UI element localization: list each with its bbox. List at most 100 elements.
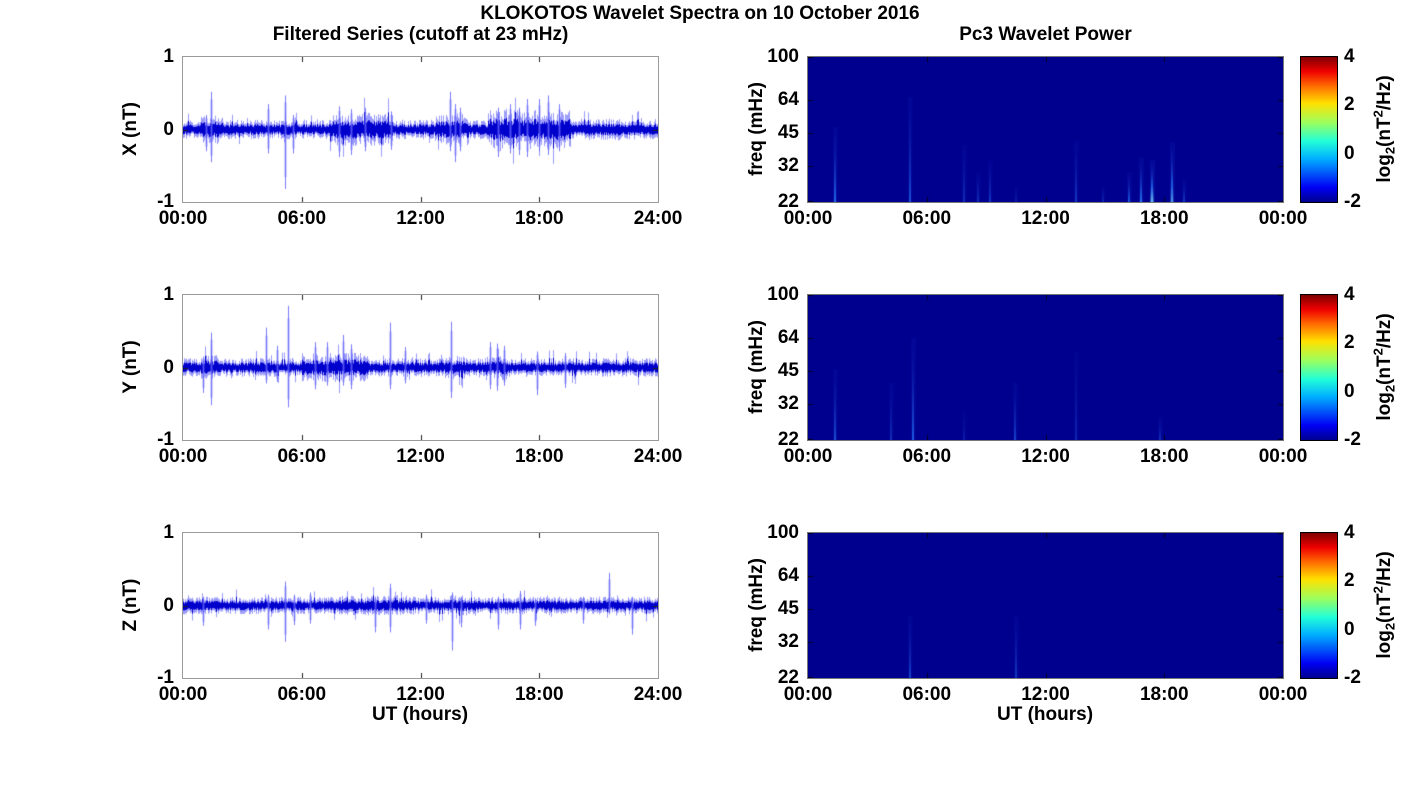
filtered-series-title: Filtered Series (cutoff at 23 mHz) xyxy=(272,24,569,45)
y-tick-label: 100 xyxy=(767,284,799,305)
y-tick-label: -1 xyxy=(157,667,174,688)
z-series-plot xyxy=(183,533,658,678)
x-tick-label: 00:00 xyxy=(1258,208,1308,229)
y-tick-label: 32 xyxy=(777,393,799,415)
y-tick-label: 45 xyxy=(777,598,799,620)
y-tick-label: 1 xyxy=(163,46,174,67)
x-tick-label: 00:00 xyxy=(783,446,833,467)
y-tick-label: 1 xyxy=(163,522,174,543)
y-tick-label: 0 xyxy=(163,356,174,378)
z-series-ylabel: Z (nT) xyxy=(120,578,141,632)
colorbar-tick-label: 2 xyxy=(1344,570,1355,592)
y-wavelet-plot xyxy=(808,295,1283,440)
x-tick-label: 06:00 xyxy=(277,684,327,705)
y-wavelet-freq-ylabel: freq (mHz) xyxy=(746,320,767,414)
colorbar-label-post: /Hz) xyxy=(1373,551,1395,587)
colorbar-label-pre: log xyxy=(1373,392,1395,421)
colorbar-label-pre: log xyxy=(1373,154,1395,183)
colorbar-label-sup: 2 xyxy=(1370,586,1386,594)
y-series-panel xyxy=(182,294,659,441)
x-tick-label: 06:00 xyxy=(902,208,952,229)
x-wavelet-plot xyxy=(808,57,1283,202)
x-tick-label: 12:00 xyxy=(396,684,445,705)
colorbar-label-pre: log xyxy=(1373,630,1395,659)
x-tick-label: 24:00 xyxy=(633,208,683,229)
x-tick-label: 12:00 xyxy=(396,446,445,467)
y-tick-label: 64 xyxy=(777,88,799,110)
x-tick-label: 06:00 xyxy=(277,208,327,229)
colorbar-label-sub: 2 xyxy=(1382,622,1398,631)
colorbar-label-post: /Hz) xyxy=(1373,313,1395,349)
colorbar-tick-label: 0 xyxy=(1344,618,1355,640)
x-wavelet-freq-ylabel: freq (mHz) xyxy=(746,82,767,176)
x-tick-label: 00:00 xyxy=(1258,684,1308,705)
colorbar-label-x: log2(nT2/Hz) xyxy=(1370,75,1397,182)
x-tick-label: 06:00 xyxy=(277,446,327,467)
colorbar-tick-label: 4 xyxy=(1344,284,1355,305)
ut-hours-label-left: UT (hours) xyxy=(371,704,469,725)
colorbar-tick-label: -2 xyxy=(1344,667,1361,688)
y-tick-label: 22 xyxy=(777,667,799,688)
z-wavelet-plot xyxy=(808,533,1283,678)
colorbar-tick-label: 2 xyxy=(1344,94,1355,116)
x-tick-label: 00:00 xyxy=(783,208,833,229)
y-tick-label: 0 xyxy=(163,118,174,140)
x-wavelet-panel xyxy=(807,56,1284,203)
y-wavelet-panel xyxy=(807,294,1284,441)
x-tick-label: 24:00 xyxy=(633,684,683,705)
colorbar-label-y: log2(nT2/Hz) xyxy=(1370,313,1397,420)
y-tick-label: 32 xyxy=(777,155,799,177)
x-tick-label: 06:00 xyxy=(902,684,952,705)
y-tick-label: 64 xyxy=(777,326,799,348)
colorbar-tick-label: 0 xyxy=(1344,380,1355,402)
colorbar-tick-label: 0 xyxy=(1344,142,1355,164)
x-tick-label: 12:00 xyxy=(396,208,445,229)
colorbar-tick-label: 2 xyxy=(1344,332,1355,354)
colorbar-x xyxy=(1300,56,1338,203)
colorbar-label-sub: 2 xyxy=(1382,384,1398,393)
x-tick-label: 12:00 xyxy=(1021,208,1070,229)
colorbar-y xyxy=(1300,294,1338,441)
y-tick-label: 22 xyxy=(777,429,799,450)
colorbar-label-mid: (nT xyxy=(1373,117,1395,147)
y-series-plot xyxy=(183,295,658,440)
y-tick-label: 100 xyxy=(767,522,799,543)
x-tick-label: 12:00 xyxy=(1021,684,1070,705)
x-tick-label: 24:00 xyxy=(633,446,683,467)
colorbar-tick-label: 4 xyxy=(1344,522,1355,543)
ut-hours-label-right: UT (hours) xyxy=(996,704,1094,725)
y-tick-label: 100 xyxy=(767,46,799,67)
y-tick-label: 22 xyxy=(777,191,799,212)
colorbar-label-sup: 2 xyxy=(1370,110,1386,118)
colorbar-tick-label: -2 xyxy=(1344,429,1361,450)
y-tick-label: -1 xyxy=(157,429,174,450)
z-wavelet-panel xyxy=(807,532,1284,679)
x-tick-label: 00:00 xyxy=(158,684,208,705)
x-tick-label: 18:00 xyxy=(514,684,564,705)
x-series-ylabel: X (nT) xyxy=(120,102,141,156)
x-tick-label: 18:00 xyxy=(514,208,564,229)
x-tick-label: 00:00 xyxy=(158,446,208,467)
x-tick-label: 18:00 xyxy=(1139,446,1189,467)
z-wavelet-freq-ylabel: freq (mHz) xyxy=(746,558,767,652)
colorbar-label-mid: (nT xyxy=(1373,355,1395,385)
y-tick-label: 0 xyxy=(163,594,174,616)
colorbar-label-z: log2(nT2/Hz) xyxy=(1370,551,1397,658)
x-series-plot xyxy=(183,57,658,202)
x-tick-label: 06:00 xyxy=(902,446,952,467)
x-tick-label: 12:00 xyxy=(1021,446,1070,467)
x-tick-label: 00:00 xyxy=(158,208,208,229)
y-tick-label: 1 xyxy=(163,284,174,305)
x-tick-label: 18:00 xyxy=(514,446,564,467)
x-tick-label: 18:00 xyxy=(1139,208,1189,229)
x-tick-label: 00:00 xyxy=(783,684,833,705)
colorbar-label-post: /Hz) xyxy=(1373,75,1395,111)
figure-title: KLOKOTOS Wavelet Spectra on 10 October 2… xyxy=(480,3,920,24)
y-tick-label: 45 xyxy=(777,122,799,144)
colorbar-tick-label: -2 xyxy=(1344,191,1361,212)
colorbar-label-sub: 2 xyxy=(1382,146,1398,155)
x-tick-label: 18:00 xyxy=(1139,684,1189,705)
z-series-panel xyxy=(182,532,659,679)
colorbar-label-sup: 2 xyxy=(1370,348,1386,356)
